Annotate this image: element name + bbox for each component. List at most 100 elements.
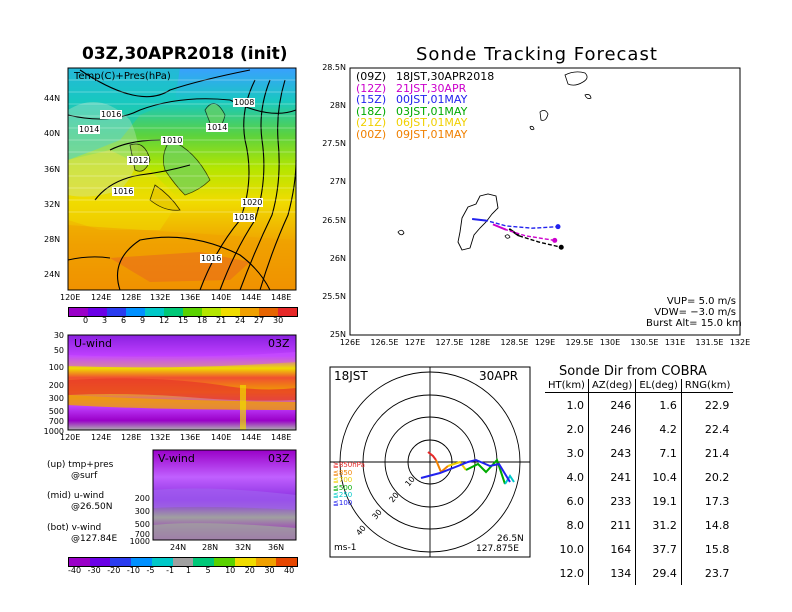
uwind-x-tick: 140E: [211, 433, 232, 442]
map-lat-tick: 24N: [44, 270, 61, 279]
forecast-lon-tick: 126.5E: [370, 338, 399, 347]
colorbar-tick: -20: [107, 566, 121, 575]
colorbar-tick: 5: [205, 566, 211, 575]
track-landing-point: [555, 224, 561, 230]
track-ascent: [492, 223, 507, 231]
table-cell: 2.0: [566, 422, 584, 436]
forecast-lat-tick: 28N: [329, 101, 346, 111]
table-cell: 243: [587, 441, 636, 465]
colorbar-swatch: [89, 558, 111, 566]
table-cell: 8.0: [566, 518, 584, 532]
map-lon-tick: 128E: [121, 293, 142, 302]
colorbar-tick: 15: [178, 316, 189, 325]
table-cell: 37.7: [635, 537, 682, 561]
uwind-y-tick: 700: [48, 417, 64, 426]
polar-date: 30APR: [479, 369, 519, 383]
forecast-lon-tick: 128.5E: [500, 338, 529, 347]
table-row: 12.0 134 29.4 23.7: [545, 561, 734, 585]
polar-level-entry: ≦250: [333, 491, 353, 499]
uwind-x-tick: 148E: [271, 433, 292, 442]
polar-level-entry: ≦700: [333, 476, 353, 484]
map-legend-label: Temp(C)+Pres(hPa): [74, 71, 171, 82]
legend-run: (18Z): [356, 104, 387, 118]
temperature-colorbar-ticks: 0 3 6 9 12 15 18 21 24 27 30: [68, 316, 296, 326]
forecast-lon-tick: 128E: [469, 338, 491, 347]
map-lon-tick: 120E: [60, 293, 81, 302]
table-cell: 4.2: [635, 417, 682, 441]
forecast-map: [349, 67, 741, 336]
map-lon-tick: 148E: [271, 293, 292, 302]
uwind-x-tick: 120E: [60, 433, 81, 442]
colorbar-swatch: [145, 308, 164, 316]
table-row: 2.0 246 4.2 22.4: [545, 417, 734, 441]
table-cell: 211: [587, 513, 636, 537]
colorbar-swatch: [151, 558, 173, 566]
colorbar-swatch: [69, 308, 88, 316]
colorbar-swatch: [110, 558, 132, 566]
table-body: 1.0 246 1.6 22.9 2.0 246 4.2 22.4 3.0 243 7.1 21.4 4…: [545, 392, 734, 585]
left-title: 03Z,30APR2018 (init): [82, 44, 288, 64]
vwind-time: 03Z: [268, 452, 290, 465]
colorbar-swatch: [183, 308, 202, 316]
legend-run: (12Z): [356, 81, 387, 95]
colorbar-tick: -10: [126, 566, 140, 575]
forecast-lon-tick: 127.5E: [435, 338, 464, 347]
colorbar-swatch: [131, 558, 152, 566]
polar-unit: ms-1: [334, 543, 357, 553]
legend-run: (09Z): [356, 70, 387, 83]
colorbar-tick: -40: [68, 566, 82, 575]
isobar-label: 1020: [241, 198, 264, 207]
uwind-x-tick: 128E: [121, 433, 142, 442]
track-landing-point: [558, 244, 564, 250]
forecast-lat-tick: 26N: [329, 253, 346, 263]
colorbar-tick: 27: [254, 316, 265, 325]
map-lon-tick: 124E: [91, 293, 112, 302]
vwind-x-tick: 32N: [235, 543, 252, 552]
legend-time: 18JST,30APR2018: [396, 70, 495, 83]
map-lat-tick: 36N: [44, 165, 61, 174]
table-cell: 7.1: [635, 441, 682, 465]
uwind-label: U-wind: [74, 337, 113, 350]
isobar-label: 1008: [233, 98, 256, 107]
uwind-y-tick: 300: [48, 394, 64, 403]
map-lat-tick: 28N: [44, 235, 61, 244]
table-cell: 21.4: [680, 441, 734, 465]
forecast-lat-tick: 27.5N: [322, 139, 346, 149]
uwind-y-tick: 200: [48, 381, 64, 390]
table-cell: 134: [587, 561, 636, 585]
uwind-y-tick: 500: [48, 407, 64, 416]
table-cell: 22.4: [680, 417, 734, 441]
table-cell: 1.6: [635, 392, 682, 417]
note-up-label: (up) tmp+pres: [47, 460, 114, 470]
map-lat-tick: 32N: [44, 200, 61, 209]
forecast-lon-tick: 130.5E: [630, 338, 659, 347]
vwind-y-tick: 200: [134, 494, 150, 503]
table-cell: 10.4: [635, 465, 682, 489]
vwind-y-tick: 1000: [129, 537, 150, 546]
table-cell: 3.0: [566, 446, 584, 460]
colorbar-swatch: [193, 558, 215, 566]
isobar-label: 1016: [100, 110, 123, 119]
colorbar-tick: 12: [159, 316, 170, 325]
vwind-x-tick: 36N: [268, 543, 285, 552]
colorbar-swatch: [126, 308, 145, 316]
uwind-y-tick: 100: [48, 363, 64, 372]
legend-entry: (09Z) 18JST,30APR2018: [356, 71, 494, 83]
colorbar-tick: 24: [235, 316, 246, 325]
colorbar-tick: 30: [273, 316, 284, 325]
table-cell: 6.0: [566, 494, 584, 508]
table-header: AZ(deg): [587, 379, 636, 393]
wind-colorbar: [68, 557, 298, 567]
table-cell: 4.0: [566, 470, 584, 484]
note-mid-label: (mid) u-wind: [47, 491, 105, 501]
param-vdw: VDW= −3.0 m/s: [654, 307, 736, 318]
colorbar-swatch: [276, 558, 298, 566]
polar-lon: 127.875E: [476, 544, 519, 554]
colorbar-tick: -1: [166, 566, 175, 575]
legend-entry: (00Z) 09JST,01MAY: [356, 128, 494, 141]
forecast-legend: (09Z) 18JST,30APR2018 (12Z) 21JST,30APR (15Z…: [356, 71, 494, 140]
vwind-x-tick: 24N: [170, 543, 187, 552]
legend-run: (15Z): [356, 93, 387, 106]
table-row: 1.0 246 1.6 22.9: [545, 392, 734, 417]
wind-colorbar-ticks: -40 -30 -20 -10 -5 -1 1 5 10 20 30 40: [68, 566, 296, 576]
